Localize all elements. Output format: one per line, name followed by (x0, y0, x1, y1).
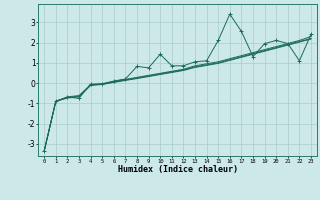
X-axis label: Humidex (Indice chaleur): Humidex (Indice chaleur) (118, 165, 238, 174)
